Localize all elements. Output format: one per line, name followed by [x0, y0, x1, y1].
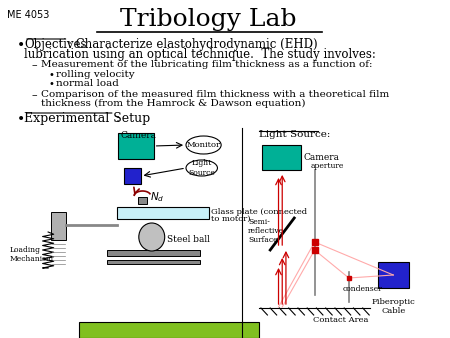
FancyBboxPatch shape [51, 212, 66, 240]
Text: –: – [32, 60, 37, 70]
FancyBboxPatch shape [108, 260, 200, 264]
Text: Camera: Camera [303, 152, 339, 162]
Text: Fiberoptic
Cable: Fiberoptic Cable [371, 298, 415, 315]
Text: condenser: condenser [342, 285, 382, 293]
FancyBboxPatch shape [108, 250, 200, 256]
Text: •: • [48, 79, 54, 89]
Text: Semi-
reflective
Surface: Semi- reflective Surface [248, 218, 284, 244]
Text: Experimental Setup: Experimental Setup [24, 112, 150, 125]
Text: Measurement of the lubricating film thickness as a function of:: Measurement of the lubricating film thic… [40, 60, 372, 69]
Text: Monitor: Monitor [187, 141, 220, 149]
Text: : Characterize elastohydrodynamic (EHD): : Characterize elastohydrodynamic (EHD) [68, 38, 318, 51]
Text: Light Source:: Light Source: [259, 130, 330, 139]
FancyBboxPatch shape [118, 133, 153, 159]
Circle shape [139, 223, 165, 251]
Text: aperture: aperture [311, 162, 344, 170]
Ellipse shape [186, 136, 221, 154]
Text: •: • [17, 38, 25, 52]
Text: lubrication using an optical technique.  The study involves:: lubrication using an optical technique. … [24, 48, 376, 61]
Text: $N_d$: $N_d$ [150, 190, 164, 204]
Text: :: : [116, 112, 120, 125]
Text: Camera: Camera [120, 131, 156, 140]
FancyBboxPatch shape [138, 197, 147, 204]
Ellipse shape [186, 160, 217, 176]
Text: to motor): to motor) [211, 215, 251, 223]
Text: Light
Source: Light Source [188, 160, 215, 176]
Text: •: • [48, 70, 54, 80]
Text: thickness (from the Hamrock & Dawson equation): thickness (from the Hamrock & Dawson equ… [40, 99, 305, 108]
Text: Steel ball: Steel ball [166, 235, 209, 243]
Text: normal load: normal load [55, 79, 118, 88]
Text: Loading
Mechanism: Loading Mechanism [9, 246, 54, 263]
Text: Objectives: Objectives [24, 38, 86, 51]
Text: ME 4053: ME 4053 [7, 10, 50, 20]
Text: •: • [17, 112, 25, 126]
FancyBboxPatch shape [79, 322, 259, 338]
Text: Contact Area: Contact Area [313, 316, 368, 324]
FancyBboxPatch shape [117, 207, 209, 219]
Text: Comparison of the measured film thickness with a theoretical film: Comparison of the measured film thicknes… [40, 90, 389, 99]
Text: Tribology Lab: Tribology Lab [120, 8, 297, 31]
FancyBboxPatch shape [378, 262, 409, 288]
Text: –: – [32, 90, 37, 100]
FancyBboxPatch shape [124, 168, 141, 184]
Text: rolling velocity: rolling velocity [55, 70, 134, 79]
FancyBboxPatch shape [262, 145, 301, 170]
Text: Glass plate (connected: Glass plate (connected [211, 208, 307, 216]
